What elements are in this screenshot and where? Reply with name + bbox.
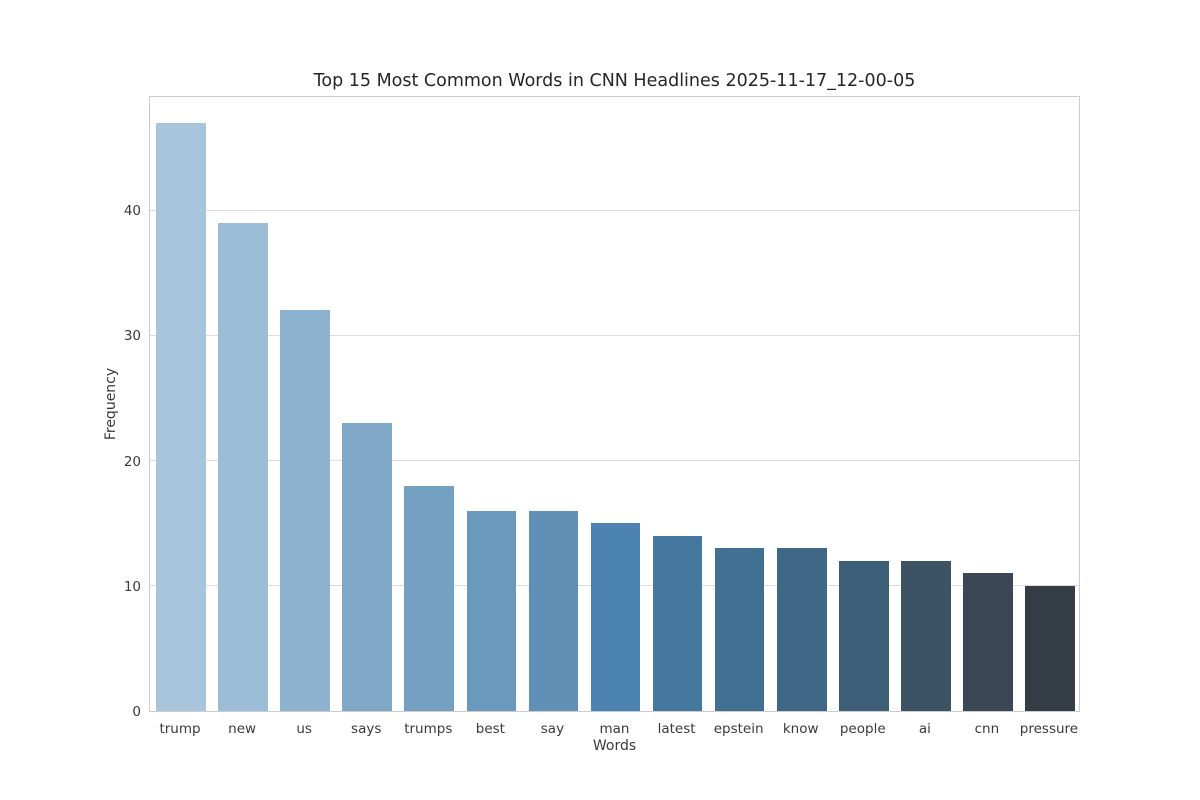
bar-people (838, 560, 889, 711)
x-tick-label: trumps (404, 721, 453, 737)
x-tick-label: new (228, 721, 257, 737)
x-tick-label: ai (918, 721, 931, 737)
x-tick-label: people (839, 721, 886, 737)
x-tick-label: epstein (713, 721, 764, 737)
bar-cnn (963, 573, 1013, 711)
bar-ai (901, 560, 951, 711)
x-tick-label: cnn (974, 721, 1000, 737)
gridline (150, 334, 1079, 336)
gridline (150, 460, 1079, 462)
x-tick-label: say (540, 721, 565, 737)
bar-trumps (404, 485, 455, 711)
x-tick-label: man (599, 721, 630, 737)
x-tick-label: pressure (1019, 721, 1079, 737)
gridline (150, 209, 1079, 211)
x-tick-label: best (475, 721, 505, 737)
y-tick-label: 40 (123, 203, 141, 220)
bar-man (590, 523, 641, 711)
y-tick-label: 20 (123, 453, 141, 470)
x-tick-label: trump (159, 721, 201, 737)
bar-epstein (714, 548, 765, 711)
y-tick-label: 30 (123, 328, 141, 345)
x-tick-label: says (351, 721, 382, 737)
x-tick-label: latest (657, 721, 696, 737)
bar-new (218, 222, 268, 711)
bar-says (342, 423, 393, 711)
y-tick-label: 0 (132, 704, 141, 720)
y-tick-label: 10 (123, 578, 141, 595)
bar-latest (652, 535, 703, 711)
x-axis-label: Words (592, 738, 637, 754)
bar-trump (156, 122, 206, 711)
bar-pressure (1025, 585, 1075, 711)
bar-best (466, 510, 517, 711)
x-tick-label: us (296, 721, 312, 737)
bar-say (528, 510, 579, 711)
x-tick-label: know (782, 721, 819, 737)
y-axis-label: Frequency (103, 367, 119, 441)
bar-us (280, 310, 330, 711)
chart-title: Top 15 Most Common Words in CNN Headline… (313, 71, 916, 91)
plot-area (149, 96, 1080, 712)
bar-know (776, 548, 827, 711)
